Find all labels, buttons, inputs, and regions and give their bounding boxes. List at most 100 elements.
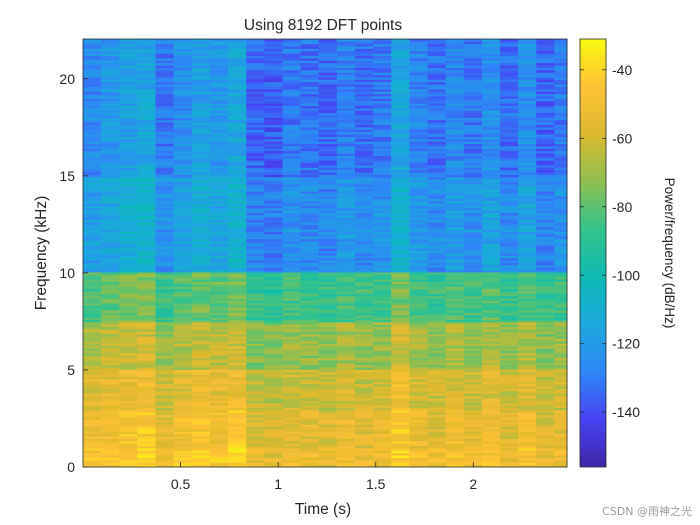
spectrogram-cell: [554, 88, 568, 92]
spectrogram-cell: [409, 110, 428, 114]
spectrogram-cell: [554, 305, 568, 309]
spectrogram-cell: [300, 233, 320, 237]
spectrogram-cell: [354, 436, 374, 439]
spectrogram-cell: [300, 326, 320, 330]
spectrogram-cell: [373, 229, 392, 232]
spectrogram-cell: [300, 129, 320, 133]
spectrogram-cell: [427, 352, 447, 356]
spectrogram-cell: [264, 314, 283, 318]
spectrogram-cell: [554, 207, 568, 211]
spectrogram-cell: [354, 160, 374, 164]
spectrogram-cell: [499, 222, 519, 225]
spectrogram-cell: [191, 348, 211, 351]
spectrogram-cell: [282, 414, 302, 418]
spectrogram-cell: [536, 300, 555, 304]
spectrogram-cell: [264, 79, 283, 83]
spectrogram-cell: [300, 369, 320, 373]
spectrogram-cell: [554, 386, 568, 389]
spectrogram-cell: [499, 153, 519, 156]
spectrogram-cell: [191, 450, 211, 454]
spectrogram-cell: [409, 291, 428, 294]
spectrogram-cell: [137, 338, 156, 342]
spectrogram-cell: [336, 457, 356, 461]
spectrogram-cell: [264, 340, 283, 344]
spectrogram-cell: [209, 364, 229, 368]
spectrogram-cell: [83, 72, 102, 76]
spectrogram-cell: [554, 307, 568, 311]
spectrogram-cell: [463, 383, 483, 387]
spectrogram-cell: [318, 350, 338, 354]
spectrogram-cell: [499, 260, 519, 263]
spectrogram-cell: [155, 409, 175, 413]
spectrogram-cell: [173, 393, 193, 397]
spectrogram-cell: [427, 53, 447, 57]
spectrogram-cell: [119, 245, 138, 249]
spectrogram-cell: [445, 367, 465, 370]
spectrogram-cell: [228, 457, 247, 461]
spectrogram-cell: [445, 69, 465, 73]
spectrogram-cell: [264, 103, 283, 106]
spectrogram-cell: [282, 333, 302, 337]
spectrogram-cell: [445, 100, 465, 104]
spectrogram-cell: [518, 62, 537, 66]
spectrogram-cell: [300, 445, 320, 449]
spectrogram-cell: [336, 443, 356, 446]
spectrogram-cell: [246, 55, 265, 59]
spectrogram-cell: [173, 148, 193, 152]
spectrogram-cell: [391, 376, 410, 380]
spectrogram-cell: [373, 148, 392, 152]
spectrogram-cell: [137, 174, 156, 178]
spectrogram-cell: [300, 386, 320, 389]
spectrogram-cell: [282, 298, 302, 301]
spectrogram-cell: [373, 379, 392, 382]
spectrogram-cell: [101, 193, 120, 197]
spectrogram-cell: [228, 217, 247, 221]
spectrogram-cell: [427, 60, 447, 64]
spectrogram-cell: [83, 79, 102, 83]
spectrogram-cell: [173, 58, 193, 61]
spectrogram-cell: [155, 88, 175, 92]
spectrogram-cell: [391, 210, 410, 213]
spectrogram-cell: [155, 157, 175, 161]
spectrogram-cell: [300, 72, 320, 76]
spectrogram-cell: [318, 390, 338, 394]
spectrogram-cell: [101, 243, 120, 247]
spectrogram-cell: [119, 88, 138, 92]
spectrogram-cell: [246, 257, 265, 261]
x-tick-label: 1.5: [366, 476, 386, 492]
spectrogram-cell: [373, 286, 392, 290]
spectrogram-cell: [409, 379, 428, 382]
spectrogram-cell: [445, 212, 465, 216]
spectrogram-cell: [536, 160, 555, 164]
spectrogram-cell: [336, 343, 356, 347]
spectrogram-cell: [137, 300, 156, 304]
spectrogram-cell: [264, 455, 283, 458]
spectrogram-cell: [554, 412, 568, 416]
spectrogram-cell: [282, 405, 302, 408]
spectrogram-cell: [536, 169, 555, 173]
spectrogram-cell: [499, 421, 519, 425]
spectrogram-cell: [83, 69, 102, 73]
spectrogram-cell: [373, 307, 392, 311]
spectrogram-cell: [445, 310, 465, 313]
spectrogram-cell: [264, 262, 283, 266]
spectrogram-cell: [282, 236, 302, 240]
spectrogram-cell: [209, 428, 229, 432]
spectrogram-cell: [101, 212, 120, 216]
spectrogram-cell: [536, 226, 555, 230]
spectrogram-cell: [354, 115, 374, 118]
spectrogram-cell: [318, 426, 338, 430]
spectrogram-cell: [83, 138, 102, 142]
spectrogram-cell: [499, 298, 519, 301]
spectrogram-cell: [354, 409, 374, 413]
spectrogram-cell: [137, 305, 156, 309]
spectrogram-cell: [137, 96, 156, 99]
spectrogram-cell: [173, 176, 193, 180]
spectrogram-cell: [300, 345, 320, 349]
spectrogram-cell: [373, 136, 392, 140]
spectrogram-cell: [391, 117, 410, 121]
spectrogram-cell: [191, 157, 211, 161]
spectrogram-cell: [445, 115, 465, 118]
spectrogram-cell: [264, 184, 283, 187]
spectrogram-cell: [191, 314, 211, 318]
